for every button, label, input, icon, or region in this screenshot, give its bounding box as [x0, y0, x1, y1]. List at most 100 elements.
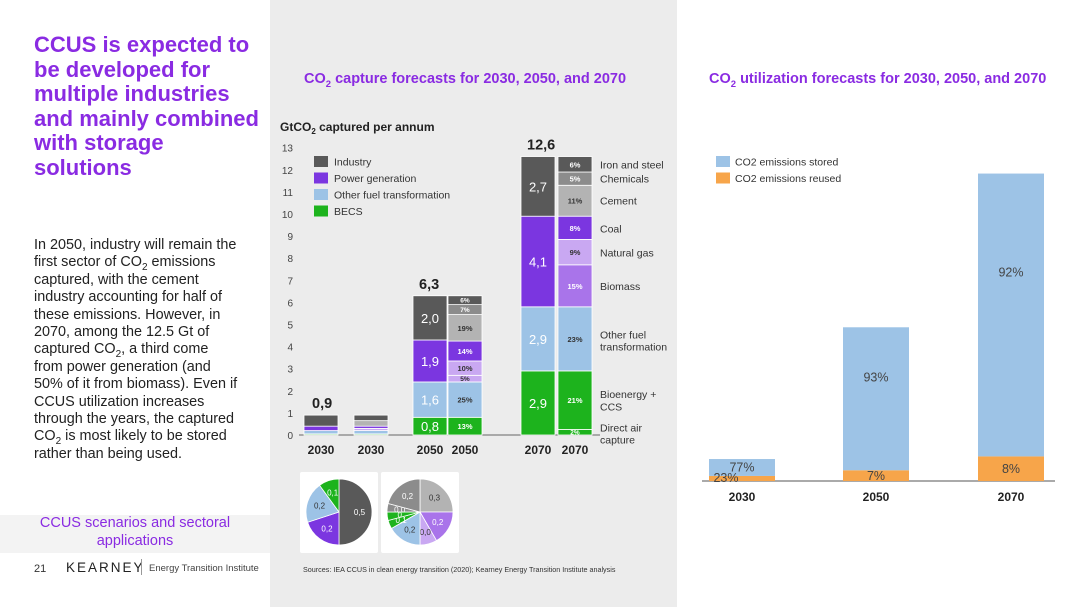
section-label: CCUS scenarios and sectoral applications [0, 515, 270, 553]
brand-subtitle: Energy Transition Institute [149, 563, 259, 574]
utilization-legend-swatch-co2-emissions-reused [716, 172, 730, 184]
capture-total-2050: 6,3 [419, 277, 439, 293]
capture-subsector-label-2070-7: 5% [570, 175, 581, 184]
capture-subsector-label-2050-6: 7% [460, 307, 470, 314]
capture-subsector-label-2070-1: 21% [567, 396, 582, 405]
capture-y-tick: 0 [287, 431, 293, 442]
utilization-label-stored-2070: 92% [998, 266, 1023, 280]
capture-bar-label-2050-becs: 0,8 [421, 419, 439, 434]
utilization-chart-title: CO2 utilization forecasts for 2030, 2050… [709, 71, 1047, 90]
capture-chart-title: CO2 capture forecasts for 2030, 2050, an… [304, 71, 627, 90]
utilization-bar-stored-2070 [978, 173, 1044, 457]
capture-bar-label-2050-power-generation: 1,9 [421, 354, 439, 369]
utilization-legend-co2-emissions-stored: CO2 emissions stored [735, 157, 838, 169]
capture-pie-label-2030-0: 0,5 [354, 508, 366, 517]
capture-subsector-label-2070-3: 15% [567, 282, 582, 291]
capture-bar-label-2070-industry: 2,7 [529, 179, 547, 194]
capture-bar-2050-power-generation [412, 339, 448, 383]
utilization-bar-reused-2050 [843, 470, 909, 481]
capture-category-sub-2030: 2030 [358, 443, 385, 457]
brand-logo: KEARNEY [66, 560, 145, 575]
capture-subsector-segment-2030-5 [353, 414, 389, 422]
capture-subsector-label-2050-2: 5% [460, 376, 470, 383]
capture-y-tick: 6 [287, 298, 293, 309]
capture-pie-label-2050-0: 0,3 [429, 494, 441, 503]
capture-subsector-segment-2050-5 [447, 314, 483, 342]
capture-subsector-name-iron-and-steel: Iron and steel [600, 159, 664, 171]
capture-pie-label-2050-6: 0,0 [394, 505, 406, 514]
capture-subsector-name-transformation: transformation [600, 342, 667, 354]
capture-subsector-label-2050-7: 6% [460, 298, 470, 305]
capture-bar-2030-industry [303, 414, 339, 427]
capture-y-tick: 12 [282, 166, 294, 177]
capture-legend-power-generation: Power generation [334, 173, 416, 185]
utilization-label-reused-2030: 23% [713, 471, 738, 485]
utilization-label-reused-2070: 8% [1002, 462, 1020, 476]
capture-legend-other-fuel-transformation: Other fuel transformation [334, 190, 450, 202]
capture-subsector-segment-2070-8 [557, 156, 593, 173]
capture-subsector-name-capture: capture [600, 434, 635, 446]
capture-subsector-name-bioenergy: Bioenergy + [600, 389, 656, 401]
body-text: In 2050, industry will remain the first … [34, 237, 238, 462]
utilization-label-stored-2030: 77% [729, 460, 754, 474]
capture-y-tick: 10 [282, 210, 294, 221]
capture-total-2070: 12,6 [527, 138, 555, 154]
utilization-category-2030: 2030 [729, 490, 756, 504]
capture-y-tick: 9 [287, 232, 293, 243]
capture-legend-swatch-becs [314, 205, 328, 217]
capture-subsector-segment-2050-1 [447, 381, 483, 418]
capture-bar-2030-other-fuel-transformation [303, 430, 339, 435]
utilization-legend-swatch-co2-emissions-stored [716, 156, 730, 167]
capture-y-tick: 4 [287, 343, 293, 354]
capture-bar-2070-power-generation [520, 215, 556, 308]
capture-subsector-segment-2030-4 [353, 420, 389, 427]
utilization-category-2070: 2070 [998, 490, 1025, 504]
utilization-legend-co2-emissions-reused: CO2 emissions reused [735, 173, 841, 185]
capture-subsector-label-2050-5: 19% [457, 324, 472, 333]
sources-note: Sources: IEA CCUS in clean energy transi… [303, 565, 616, 574]
capture-bar-label-2050-industry: 2,0 [421, 311, 439, 326]
capture-y-tick: 1 [287, 409, 293, 420]
capture-category-sub-2050: 2050 [452, 443, 479, 457]
capture-category-sub-2070: 2070 [562, 443, 589, 457]
capture-subsector-segment-2050-7 [447, 295, 483, 306]
capture-subsector-label-2070-0: 2% [570, 430, 580, 437]
capture-subsector-name-cement: Cement [600, 196, 637, 208]
capture-pie-label-2050-7: 0,2 [402, 492, 414, 501]
utilization-bar-stored-2050 [843, 327, 909, 471]
capture-pie-label-2050-5: 0 [397, 511, 402, 520]
page-number: 21 [34, 563, 47, 575]
capture-y-tick: 5 [287, 321, 293, 332]
capture-pie-label-2030-1: 0,2 [321, 525, 333, 534]
capture-category-2030: 2030 [308, 443, 335, 457]
capture-bar-label-2070-other-fuel-transformation: 2,9 [529, 332, 547, 347]
headline: CCUS is expected to be developed for mul… [34, 32, 259, 180]
capture-pie-slice-2030-3 [319, 478, 340, 514]
capture-pie-slice-2030-0 [338, 478, 373, 546]
capture-bar-label-2070-becs: 2,9 [529, 396, 547, 411]
capture-pie-slice-2030-1 [307, 511, 340, 546]
capture-legend-becs: BECS [334, 206, 363, 218]
capture-legend-industry: Industry [334, 157, 372, 169]
left-panel: CCUS is expected to be developed for mul… [0, 0, 270, 607]
capture-subsector-label-2070-4: 9% [570, 248, 581, 257]
capture-y-tick: 7 [287, 276, 293, 287]
capture-subsector-label-2050-3: 10% [457, 364, 472, 373]
capture-total-2030: 0,9 [312, 396, 332, 412]
capture-subsector-label-2070-6: 11% [568, 197, 583, 206]
capture-pie-slice-2050-7 [387, 478, 421, 513]
capture-pie-label-2030-2: 0,2 [314, 502, 326, 511]
capture-pie-slice-2050-0 [419, 478, 454, 513]
utilization-label-reused-2050: 7% [867, 469, 885, 483]
capture-subsector-label-2070-2: 23% [567, 335, 582, 344]
utilization-bar-reused-2070 [978, 456, 1044, 481]
capture-subsector-name-biomass: Biomass [600, 281, 640, 293]
capture-bar-2070-other-fuel-transformation [520, 306, 556, 372]
utilization-bar-stored-2030 [709, 459, 775, 476]
capture-pie-label-2050-3: 0,2 [404, 526, 416, 535]
utilization-label-stored-2050: 93% [863, 370, 888, 384]
capture-y-tick: 8 [287, 254, 293, 265]
capture-subsector-label-2070-8: 6% [570, 160, 581, 169]
capture-subsector-name-natural-gas: Natural gas [600, 248, 654, 260]
